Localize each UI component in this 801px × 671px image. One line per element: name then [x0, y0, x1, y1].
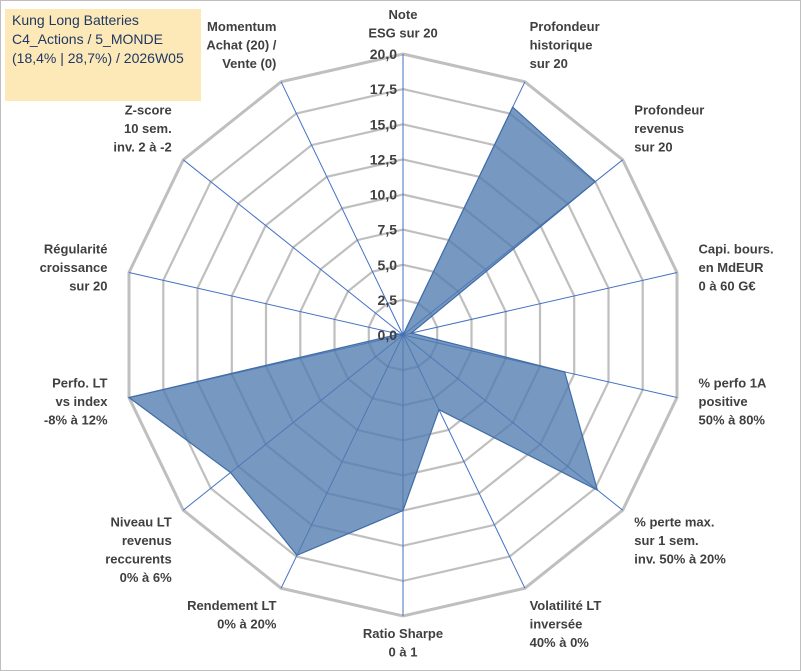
category-label: Perfo. LT vs index -8% à 12%: [44, 376, 108, 428]
header-portfolio: C4_Actions / 5_MONDE: [12, 31, 163, 47]
tick-label: 17,5: [370, 81, 397, 97]
header-stats: (18,4% | 28,7%) / 2026W05: [12, 50, 184, 66]
tick-label: 0,0: [378, 327, 398, 343]
category-label: Z-score 10 sem. inv. 2 à -2: [113, 102, 171, 154]
category-label: Ratio Sharpe 0 à 1: [363, 626, 443, 660]
category-label: % perte max. sur 1 sem. inv. 50% à 20%: [634, 515, 726, 567]
tick-label: 12,5: [370, 151, 397, 167]
category-label: Régularité croissance sur 20: [40, 242, 108, 294]
radar-series: [127, 106, 599, 557]
tick-label: 15,0: [370, 116, 397, 132]
radar-tick-labels: 0,0 2,5 5,0 7,5 10,0 12,5 15,0 17,5 20,0: [370, 46, 397, 343]
radar-spoke: [280, 81, 404, 336]
tick-label: 10,0: [370, 187, 397, 203]
chart-header: Kung Long Batteries C4_Actions / 5_MONDE…: [5, 9, 201, 101]
category-label: Profondeur historique sur 20: [530, 19, 600, 71]
header-company: Kung Long Batteries: [12, 12, 139, 28]
category-label: Note ESG sur 20: [368, 7, 437, 41]
tick-label: 2,5: [378, 292, 398, 308]
radar-spoke: [182, 159, 404, 336]
category-label: % perfo 1A positive 50% à 80%: [699, 376, 768, 428]
category-label: Profondeur revenus sur 20: [634, 102, 704, 154]
tick-label: 7,5: [378, 222, 398, 238]
tick-label: 20,0: [370, 46, 397, 62]
series-area: [127, 106, 599, 557]
radar-category-labels: Note ESG sur 20 Profondeur historique sur 20…: [40, 7, 774, 660]
tick-label: 5,0: [378, 257, 398, 273]
category-label: Niveau LT revenus reccurents 0% à 6%: [105, 515, 172, 586]
category-label: Momentum Achat (20) / Vente (0): [206, 19, 276, 71]
category-label: Volatilité LT inversée 40% à 0%: [530, 598, 602, 650]
category-label: Rendement LT 0% à 20%: [187, 598, 277, 632]
category-label: Capi. bours. en MdEUR 0 à 60 G€: [699, 242, 774, 294]
radar-spoke: [402, 272, 678, 336]
radar-spoke: [128, 272, 404, 336]
